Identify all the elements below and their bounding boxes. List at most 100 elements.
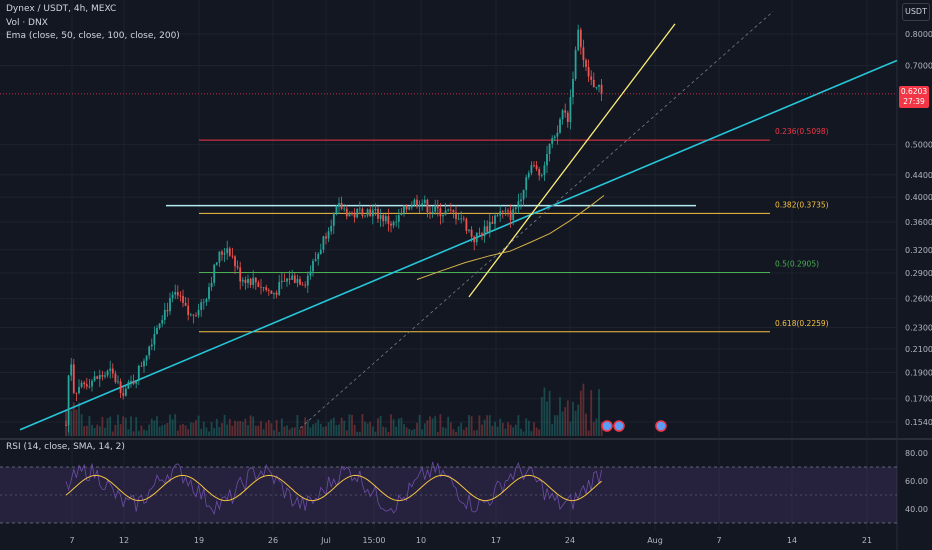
volume-bar	[83, 426, 86, 436]
volume-bar	[410, 430, 413, 436]
volume-bar	[444, 428, 447, 436]
price-tick-label: 0.3600	[905, 218, 932, 227]
candlestick-series	[0, 24, 897, 433]
volume-bar	[161, 425, 164, 436]
volume-bar	[80, 414, 83, 436]
price-tick-label: 0.2900	[905, 269, 932, 278]
candle-body	[327, 231, 330, 239]
volume-bar	[371, 426, 374, 436]
candle-body	[273, 292, 275, 294]
candle-body	[501, 211, 504, 213]
candle-body	[111, 368, 114, 374]
volume-bar	[306, 419, 309, 436]
rsi-tick-label: 60.00	[905, 477, 928, 486]
volume-bar	[254, 425, 257, 436]
volume-bar	[327, 422, 330, 436]
candle-body	[314, 259, 317, 261]
candle-body	[465, 218, 468, 231]
volume-bar	[101, 416, 104, 436]
volume-bar	[218, 426, 221, 436]
volume-bar	[335, 425, 338, 436]
volume-bar	[184, 425, 187, 436]
candle-body	[275, 292, 278, 295]
volume-bar	[122, 416, 125, 436]
volume-bar	[330, 419, 333, 436]
volume-bar	[96, 424, 99, 436]
candle-body	[137, 365, 140, 381]
candle-body	[374, 208, 377, 211]
volume-bar	[130, 416, 132, 436]
event-markers[interactable]	[601, 420, 667, 432]
volume-bar	[504, 428, 507, 436]
candle-body	[546, 153, 548, 166]
time-tick-label: 12	[119, 536, 129, 545]
candle-body	[135, 380, 138, 384]
volume-bar	[384, 427, 387, 436]
volume-bar	[426, 420, 429, 436]
candle-body	[366, 209, 369, 216]
volume-bar	[221, 423, 223, 436]
volume-bar	[309, 427, 312, 436]
volume-bar	[595, 418, 598, 436]
volume-bar	[153, 420, 156, 436]
rsi-line	[65, 461, 602, 516]
price-axis[interactable]: 0.8000 0.7000 0.5000 0.4400 0.4000 0.3600 0.32…	[905, 30, 932, 514]
fibonacci-retracement[interactable]: 0.236(0.5098) 0.382(0.3735) 0.5(0.2905) 0.6…	[199, 127, 829, 333]
volume-bar	[278, 431, 281, 436]
candle-body	[228, 248, 231, 256]
volume-bar	[408, 428, 411, 436]
candle-body	[257, 282, 260, 287]
volume-bar	[496, 426, 499, 436]
ema-curve	[416, 195, 605, 280]
time-axis[interactable]: 7 12 19 26 Jul 15:00 10 17 24 Aug 7 14 21	[69, 536, 872, 545]
candle-body	[400, 212, 403, 216]
volume-bar	[553, 415, 556, 436]
volume-bar	[356, 431, 359, 436]
candle-body	[200, 302, 203, 310]
volume-bar	[314, 423, 317, 436]
candle-body	[93, 376, 96, 381]
candle-body	[371, 210, 374, 217]
volume-bar	[447, 416, 450, 436]
candle-body	[239, 267, 242, 282]
volume-bar	[262, 429, 265, 436]
volume-bar	[228, 418, 231, 436]
volume-bar	[405, 427, 408, 436]
candle-body	[572, 78, 574, 98]
candle-body	[340, 203, 343, 209]
candle-body	[325, 236, 327, 239]
trendline-drawings[interactable]	[19, 11, 898, 431]
volume-bar	[156, 416, 158, 436]
volume-bar	[512, 427, 515, 436]
volume-bar	[434, 416, 437, 436]
volume-bar	[109, 416, 112, 436]
volume-bar	[351, 414, 353, 436]
candle-body	[540, 175, 543, 176]
fib-level-label: 0.5(0.2905)	[775, 260, 819, 269]
volume-bar	[132, 431, 135, 436]
fib-level-label: 0.618(0.2259)	[775, 319, 829, 328]
volume-bar	[223, 414, 226, 436]
volume-bar	[538, 429, 541, 436]
candle-body	[72, 364, 75, 393]
fib-level-label: 0.236(0.5098)	[775, 127, 829, 136]
candle-body	[395, 221, 398, 223]
candle-body	[286, 278, 288, 282]
candle-body	[348, 213, 351, 217]
candle-body	[361, 208, 364, 216]
candle-body	[384, 216, 387, 222]
time-tick-label: 19	[194, 536, 204, 545]
time-tick-label: 7	[69, 536, 74, 545]
volume-bar	[182, 424, 184, 436]
candle-body	[522, 189, 525, 200]
candle-body	[436, 205, 439, 209]
candle-body	[205, 299, 208, 303]
candle-body	[254, 277, 257, 283]
volume-bar	[158, 426, 161, 436]
candle-body	[418, 205, 421, 207]
currency-badge[interactable]: USDT	[902, 3, 930, 21]
volume-bar	[429, 416, 431, 436]
price-tick-label: 0.3200	[905, 246, 932, 255]
volume-bar	[579, 390, 582, 436]
